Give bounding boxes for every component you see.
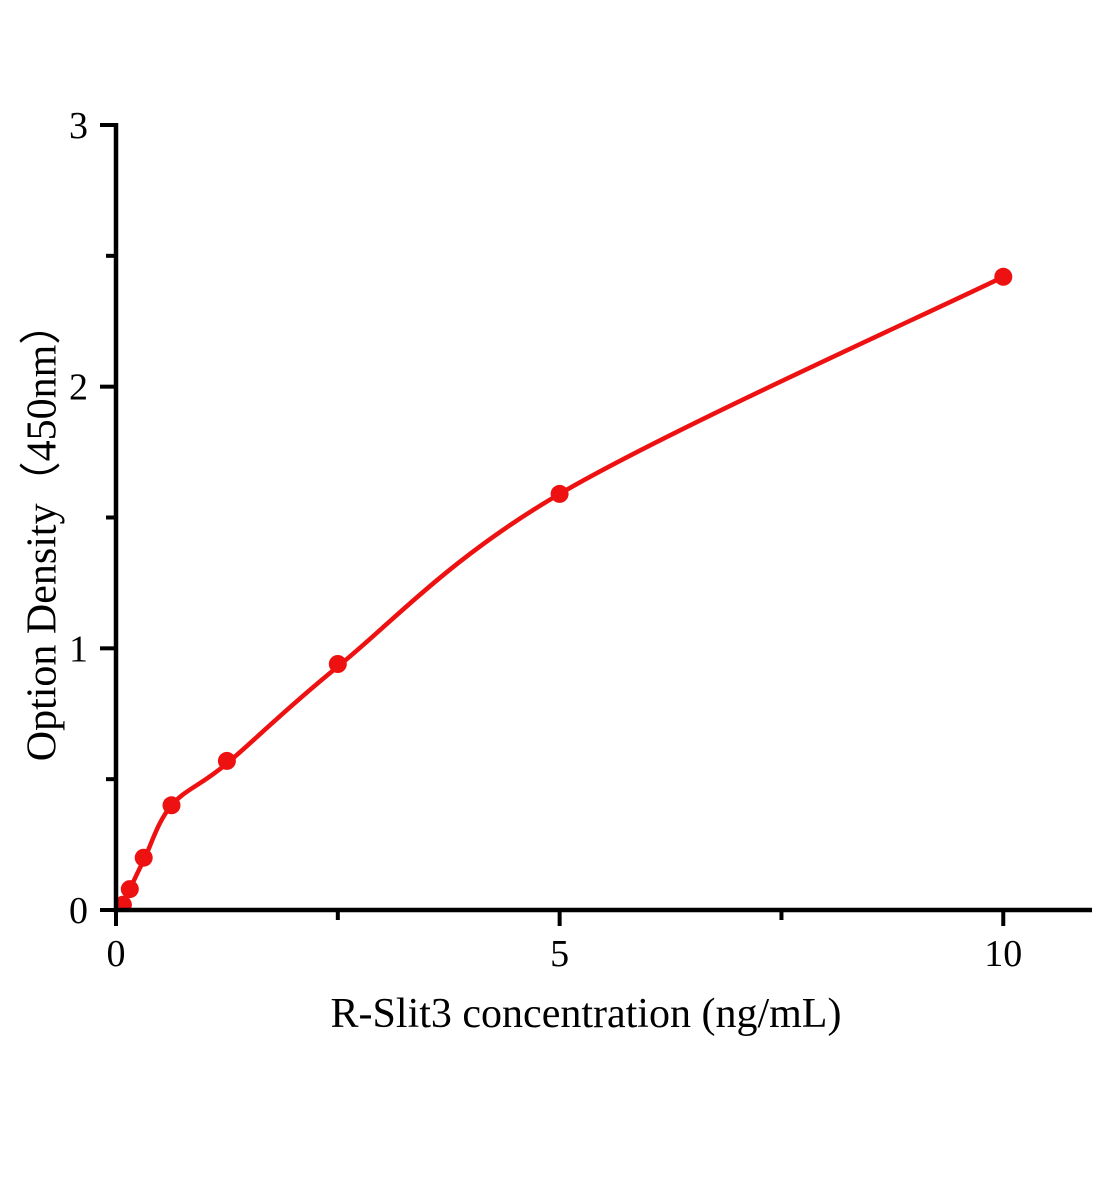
data-point-marker — [120, 880, 139, 899]
y-tick-label: 2 — [69, 367, 88, 409]
x-tick-label: 10 — [984, 933, 1022, 975]
data-point-marker — [134, 848, 153, 867]
y-tick-label: 3 — [69, 105, 88, 147]
x-tick-label: 0 — [107, 933, 126, 975]
data-point-marker — [550, 484, 569, 503]
data-point-marker — [994, 267, 1013, 286]
fit-curve — [118, 274, 1005, 908]
data-point-marker — [162, 796, 181, 815]
data-point-marker — [217, 751, 236, 770]
x-tick-label: 5 — [550, 933, 569, 975]
y-axis-title: Option Density（450nm） — [19, 302, 66, 762]
y-tick-label: 0 — [69, 890, 88, 932]
x-axis-title: R-Slit3 concentration (ng/mL) — [330, 991, 842, 1037]
y-tick-label: 1 — [69, 628, 88, 670]
data-point-marker — [328, 655, 347, 673]
data-point-marker — [118, 895, 132, 908]
